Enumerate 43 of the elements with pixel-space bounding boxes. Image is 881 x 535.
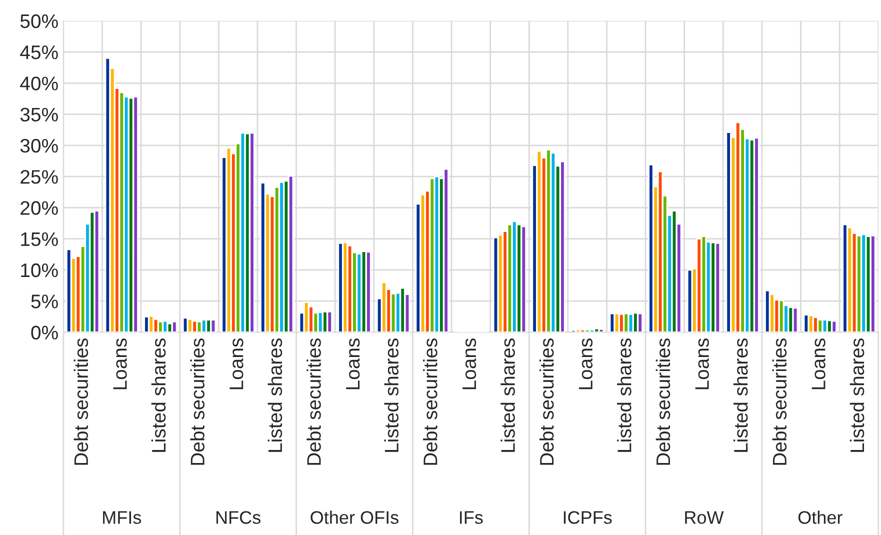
text: MFIs xyxy=(103,511,142,524)
y-tick-label: 40% xyxy=(20,76,58,90)
x-tick-label: Debt securities xyxy=(539,338,554,465)
x-tick-label: Debt securities xyxy=(190,338,204,465)
y-tick-label: 30% xyxy=(20,138,58,153)
x-tick-label: Listed shares xyxy=(151,338,166,452)
x-tick-label: Loans xyxy=(462,338,476,390)
y-tick-label: 35% xyxy=(20,108,58,122)
x-tick-label: Listed shares xyxy=(384,338,398,452)
x-tick-label: Loans xyxy=(578,338,593,390)
y-tick-label: 50% xyxy=(20,14,58,28)
text: ICPFs xyxy=(564,511,612,524)
text: NFCs xyxy=(216,511,260,524)
bar xyxy=(792,307,798,332)
bar xyxy=(94,210,100,332)
x-tick-label: Loans xyxy=(695,338,709,390)
x-tick-label: Listed shares xyxy=(733,338,748,452)
x-tick-label: Loans xyxy=(113,338,127,390)
x-tick-label: Listed shares xyxy=(268,338,282,452)
y-tick-label: 0% xyxy=(31,326,58,340)
y-tick-label: 20% xyxy=(20,201,58,215)
x-tick-label: Debt securities xyxy=(656,338,670,465)
x-tick-label: Debt securities xyxy=(306,338,321,465)
y-tick-label: 10% xyxy=(21,263,58,278)
text: Other OFIs xyxy=(310,510,398,524)
text: RoW xyxy=(685,511,724,524)
bar xyxy=(598,328,604,332)
y-tick-label: 15% xyxy=(21,232,58,246)
x-tick-label: Loans xyxy=(812,338,826,390)
y-tick-label: 25% xyxy=(20,170,58,184)
bar xyxy=(648,164,654,332)
text: IFs xyxy=(460,511,483,524)
x-tick-label: Loans xyxy=(230,338,244,390)
x-tick-label: Debt securities xyxy=(423,338,438,465)
x-tick-label: Listed shares xyxy=(617,338,632,452)
x-tick-label: Listed shares xyxy=(500,338,515,452)
x-tick-label: Listed shares xyxy=(850,338,864,452)
text: Other xyxy=(798,510,842,524)
y-tick-label: 5% xyxy=(31,294,58,308)
y-tick-label: 45% xyxy=(20,46,58,60)
x-tick-label: Loans xyxy=(346,338,360,390)
x-tick-label: Debt securities xyxy=(772,338,787,465)
x-tick-label: Debt securities xyxy=(74,338,88,465)
